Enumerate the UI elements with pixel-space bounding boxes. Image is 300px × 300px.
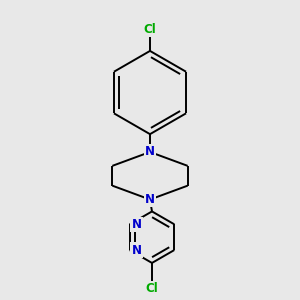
Text: N: N	[132, 244, 142, 256]
Text: N: N	[145, 193, 155, 206]
Text: N: N	[145, 146, 155, 158]
Text: N: N	[132, 218, 142, 231]
Text: Cl: Cl	[146, 282, 158, 295]
Text: Cl: Cl	[144, 22, 156, 36]
